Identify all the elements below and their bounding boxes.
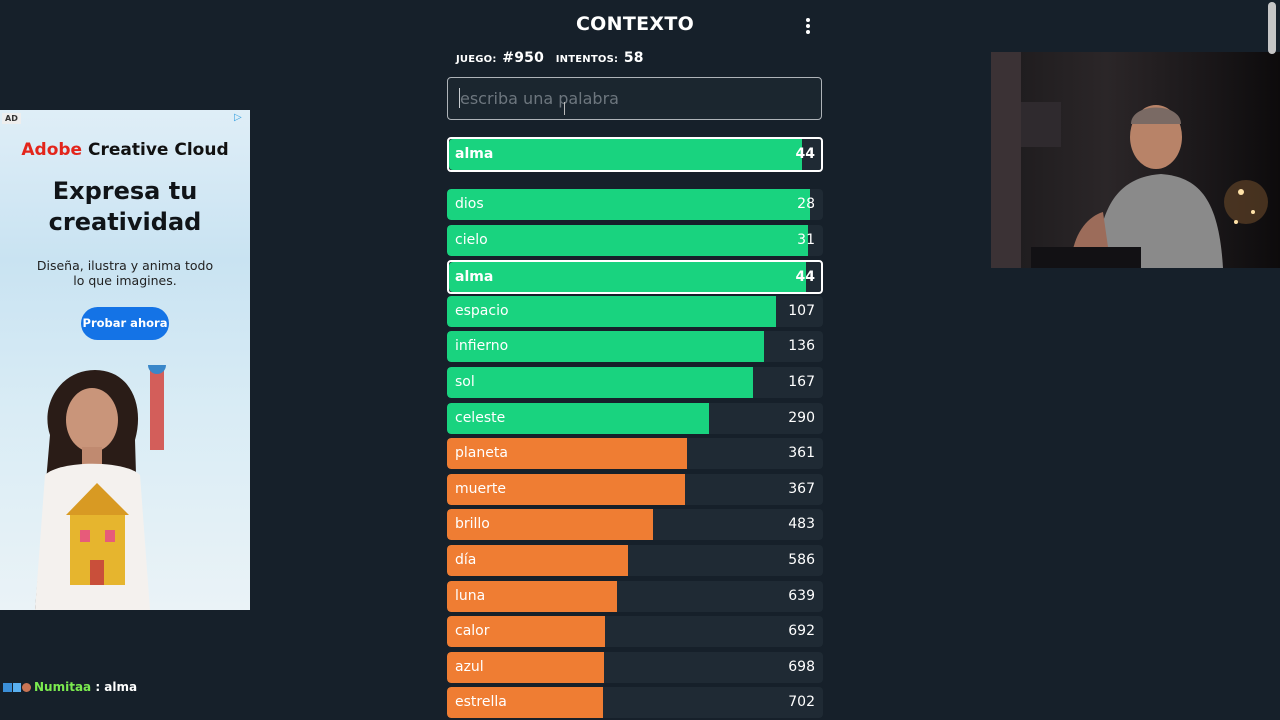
guess-word: muerte xyxy=(455,481,506,497)
ad-subtext-line2: lo que imagines. xyxy=(73,273,177,288)
guess-bar xyxy=(447,474,685,505)
webcam-overlay xyxy=(991,52,1280,268)
guess-rank: 44 xyxy=(795,269,815,285)
guess-rank: 31 xyxy=(797,232,815,248)
badge-icon xyxy=(22,683,31,692)
ad-brand: Adobe Creative Cloud xyxy=(0,140,250,160)
guess-bar xyxy=(447,616,605,647)
guess-bar xyxy=(447,687,603,718)
guess-row: espacio 107 xyxy=(447,296,823,327)
guess-bar xyxy=(447,438,687,469)
guess-row: luna 639 xyxy=(447,581,823,612)
guess-bar xyxy=(447,367,753,398)
ad-brand-prefix: Adobe xyxy=(21,140,83,160)
guess-word: alma xyxy=(455,269,494,285)
ad-choices-icon[interactable]: ▷ xyxy=(234,112,242,123)
guess-bar xyxy=(447,331,764,362)
guess-bar xyxy=(447,296,776,327)
ad-headline: Expresa tu creatividad xyxy=(10,176,240,238)
guess-bar xyxy=(447,652,604,683)
guess-rank: 167 xyxy=(788,374,815,390)
guess-row: cielo 31 xyxy=(447,225,823,256)
guess-word: calor xyxy=(455,623,490,639)
chat-text: alma xyxy=(104,680,138,694)
chat-message: Numitaa : alma xyxy=(3,680,137,694)
guess-row: estrella 702 xyxy=(447,687,823,718)
guess-word: planeta xyxy=(455,445,508,461)
guess-bar xyxy=(447,189,810,220)
guess-rank: 639 xyxy=(788,588,815,604)
guess-word: día xyxy=(455,552,477,568)
guess-bar xyxy=(447,403,709,434)
guess-bar xyxy=(447,581,617,612)
last-guess-rank: 44 xyxy=(795,146,815,162)
guess-word: azul xyxy=(455,659,484,675)
guess-row: brillo 483 xyxy=(447,509,823,540)
guess-row: alma 44 xyxy=(447,260,823,294)
game-info: JUEGO: #950 INTENTOS: 58 xyxy=(456,50,652,66)
guess-rank: 483 xyxy=(788,516,815,532)
guess-word: espacio xyxy=(455,303,509,319)
guess-word: infierno xyxy=(455,338,509,354)
guess-rank: 290 xyxy=(788,410,815,426)
guess-bar xyxy=(449,262,806,292)
last-guess-row: alma 44 xyxy=(447,137,823,172)
guess-word: cielo xyxy=(455,232,488,248)
ad-subtext: Diseña, ilustra y anima todo lo que imag… xyxy=(25,258,225,288)
guess-row: planeta 361 xyxy=(447,438,823,469)
guess-word: brillo xyxy=(455,516,490,532)
guess-rank: 698 xyxy=(788,659,815,675)
text-caret xyxy=(459,88,460,108)
guess-row: celeste 290 xyxy=(447,403,823,434)
guess-bar xyxy=(447,509,653,540)
tries-label: INTENTOS: xyxy=(555,54,619,65)
guess-rank: 586 xyxy=(788,552,815,568)
ad-headline-line2: creatividad xyxy=(48,208,202,236)
guess-row: dios 28 xyxy=(447,189,823,220)
badge-icon xyxy=(13,683,21,692)
advertisement[interactable]: AD ▷ Adobe Creative Cloud Expresa tu cre… xyxy=(0,110,250,610)
ad-headline-line1: Expresa tu xyxy=(52,177,198,205)
ad-cta-button[interactable]: Probar ahora xyxy=(81,307,169,340)
tries-count: 58 xyxy=(623,50,644,66)
guess-word: estrella xyxy=(455,694,507,710)
chat-username: Numitaa xyxy=(34,680,92,694)
guess-word: sol xyxy=(455,374,475,390)
ad-illustration xyxy=(35,365,166,610)
guess-rank: 367 xyxy=(788,481,815,497)
guess-row: infierno 136 xyxy=(447,331,823,362)
guess-rank: 692 xyxy=(788,623,815,639)
guess-row: azul 698 xyxy=(447,652,823,683)
ad-subtext-line1: Diseña, ilustra y anima todo xyxy=(36,258,214,273)
badge-icon xyxy=(3,683,12,692)
last-guess-bar xyxy=(449,139,802,170)
guess-rank: 107 xyxy=(788,303,815,319)
guess-word: dios xyxy=(455,196,484,212)
guess-row: muerte 367 xyxy=(447,474,823,505)
last-guess-word: alma xyxy=(455,146,494,162)
more-options-icon[interactable] xyxy=(800,17,816,37)
ad-badge: AD xyxy=(2,113,21,124)
guess-row: calor 692 xyxy=(447,616,823,647)
guess-rank: 361 xyxy=(788,445,815,461)
game-label: JUEGO: xyxy=(456,54,497,65)
guess-rank: 702 xyxy=(788,694,815,710)
guess-row: sol 167 xyxy=(447,367,823,398)
guess-word: celeste xyxy=(455,410,506,426)
game-number: #950 xyxy=(502,50,545,66)
guess-bar xyxy=(447,225,808,256)
guess-word: luna xyxy=(455,588,486,604)
word-input[interactable] xyxy=(447,77,822,120)
guess-rank: 28 xyxy=(797,196,815,212)
ad-brand-rest: Creative Cloud xyxy=(82,140,229,160)
guess-row: día 586 xyxy=(447,545,823,576)
page-title: CONTEXTO xyxy=(575,13,695,35)
guess-rank: 136 xyxy=(788,338,815,354)
scrollbar-thumb[interactable] xyxy=(1268,2,1276,54)
guess-bar xyxy=(447,545,628,576)
chat-separator: : xyxy=(91,680,105,694)
mouse-cursor xyxy=(564,102,567,115)
